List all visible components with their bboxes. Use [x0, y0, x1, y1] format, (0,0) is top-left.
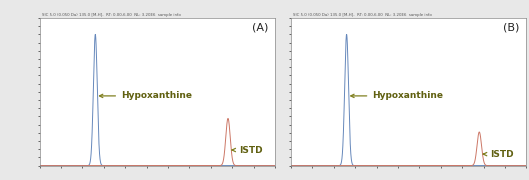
- Text: Hypoxanthine: Hypoxanthine: [99, 91, 192, 100]
- Text: Hypoxanthine: Hypoxanthine: [351, 91, 443, 100]
- Text: ISTD: ISTD: [484, 150, 514, 159]
- Text: SIC 5.0 (0.050 Da) 135.0 [M-H]-  RT: 0.00-6.00  NL: 3.20E6  sample info: SIC 5.0 (0.050 Da) 135.0 [M-H]- RT: 0.00…: [293, 13, 432, 17]
- Text: ISTD: ISTD: [232, 145, 262, 154]
- Text: (A): (A): [252, 22, 268, 32]
- Text: (B): (B): [503, 22, 519, 32]
- Text: SIC 5.0 (0.050 Da) 135.0 [M-H]-  RT: 0.00-6.00  NL: 3.20E6  sample info: SIC 5.0 (0.050 Da) 135.0 [M-H]- RT: 0.00…: [42, 13, 181, 17]
